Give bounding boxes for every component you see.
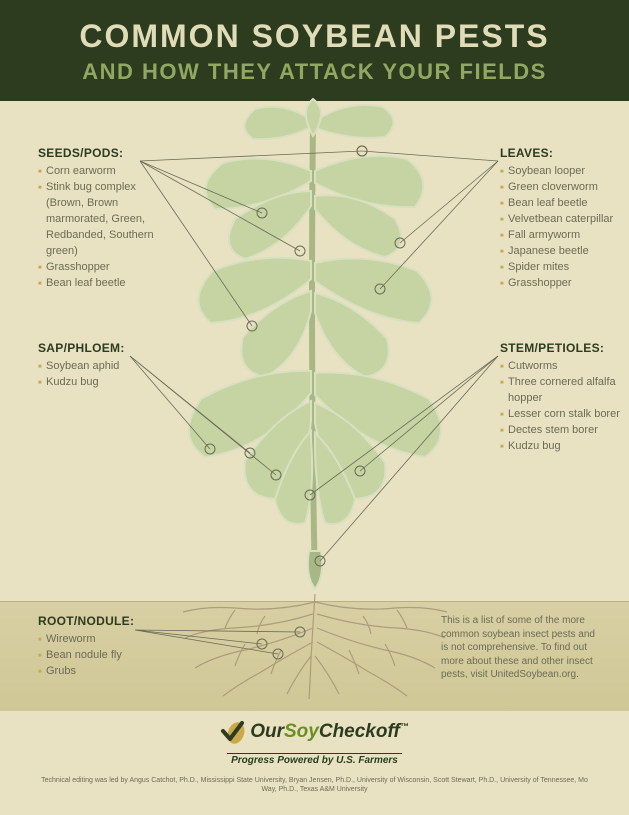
pest-item: Grubs — [38, 664, 134, 680]
header: COMMON SOYBEAN PESTS AND HOW THEY ATTACK… — [0, 0, 629, 101]
pest-list: WirewormBean nodule flyGrubs — [38, 632, 134, 680]
section-leaves: LEAVES: Soybean looperGreen cloverwormBe… — [500, 146, 620, 292]
section-root-nodule: ROOT/NODULE: WirewormBean nodule flyGrub… — [38, 614, 134, 680]
pest-item: Stink bug complex (Brown, Brown marmorat… — [38, 180, 168, 260]
logo-tagline: Progress Powered by U.S. Farmers — [227, 753, 402, 766]
info-blurb: This is a list of some of the more commo… — [441, 614, 601, 682]
pest-item: Bean leaf beetle — [500, 196, 620, 212]
pest-item: Grasshopper — [38, 260, 168, 276]
pest-list: Soybean aphidKudzu bug — [38, 359, 158, 391]
logo-pre: Our — [250, 721, 284, 742]
section-sap-phloem: SAP/PHLOEM: Soybean aphidKudzu bug — [38, 341, 158, 391]
checkmark-bean-icon — [220, 719, 246, 745]
logo-post: Checkoff — [319, 721, 400, 742]
pest-list: Corn earwormStink bug complex (Brown, Br… — [38, 164, 168, 292]
page-subtitle: AND HOW THEY ATTACK YOUR FIELDS — [20, 59, 609, 85]
pest-item: Cutworms — [500, 359, 620, 375]
pest-item: Bean nodule fly — [38, 648, 134, 664]
section-seeds-pods: SEEDS/PODS: Corn earwormStink bug comple… — [38, 146, 168, 292]
pest-item: Soybean looper — [500, 164, 620, 180]
pest-item: Lesser corn stalk borer — [500, 407, 620, 423]
main-diagram: SEEDS/PODS: Corn earwormStink bug comple… — [0, 101, 629, 601]
pest-list: Soybean looperGreen cloverwormBean leaf … — [500, 164, 620, 292]
pest-list: CutwormsThree cornered alfalfa hopperLes… — [500, 359, 620, 455]
pest-item: Japanese beetle — [500, 244, 620, 260]
logo-mid: Soy — [284, 721, 319, 742]
logo-tm: ™ — [400, 722, 409, 732]
pest-item: Bean leaf beetle — [38, 276, 168, 292]
section-title: SEEDS/PODS: — [38, 146, 168, 160]
pest-item: Green cloverworm — [500, 180, 620, 196]
footer: OurSoyCheckoff™ Progress Powered by U.S.… — [0, 711, 629, 794]
section-stem-petioles: STEM/PETIOLES: CutwormsThree cornered al… — [500, 341, 620, 455]
plant-illustration — [135, 91, 495, 601]
pest-item: Velvetbean caterpillar — [500, 212, 620, 228]
pest-item: Soybean aphid — [38, 359, 158, 375]
pest-item: Kudzu bug — [500, 439, 620, 455]
root-area: ROOT/NODULE: WirewormBean nodule flyGrub… — [0, 601, 629, 711]
section-title: STEM/PETIOLES: — [500, 341, 620, 355]
pest-item: Grasshopper — [500, 276, 620, 292]
pest-item: Fall armyworm — [500, 228, 620, 244]
pest-item: Spider mites — [500, 260, 620, 276]
logo-text: OurSoyCheckoff™ — [250, 721, 409, 743]
pest-item: Three cornered alfalfa hopper — [500, 375, 620, 407]
section-title: LEAVES: — [500, 146, 620, 160]
pest-item: Wireworm — [38, 632, 134, 648]
pest-item: Dectes stem borer — [500, 423, 620, 439]
credits: Technical editing was led by Angus Catch… — [0, 776, 629, 794]
page-title: COMMON SOYBEAN PESTS — [20, 18, 609, 55]
pest-item: Kudzu bug — [38, 375, 158, 391]
logo: OurSoyCheckoff™ — [220, 719, 409, 745]
section-title: SAP/PHLOEM: — [38, 341, 158, 355]
section-title: ROOT/NODULE: — [38, 614, 134, 628]
pest-item: Corn earworm — [38, 164, 168, 180]
root-illustration — [175, 594, 455, 704]
